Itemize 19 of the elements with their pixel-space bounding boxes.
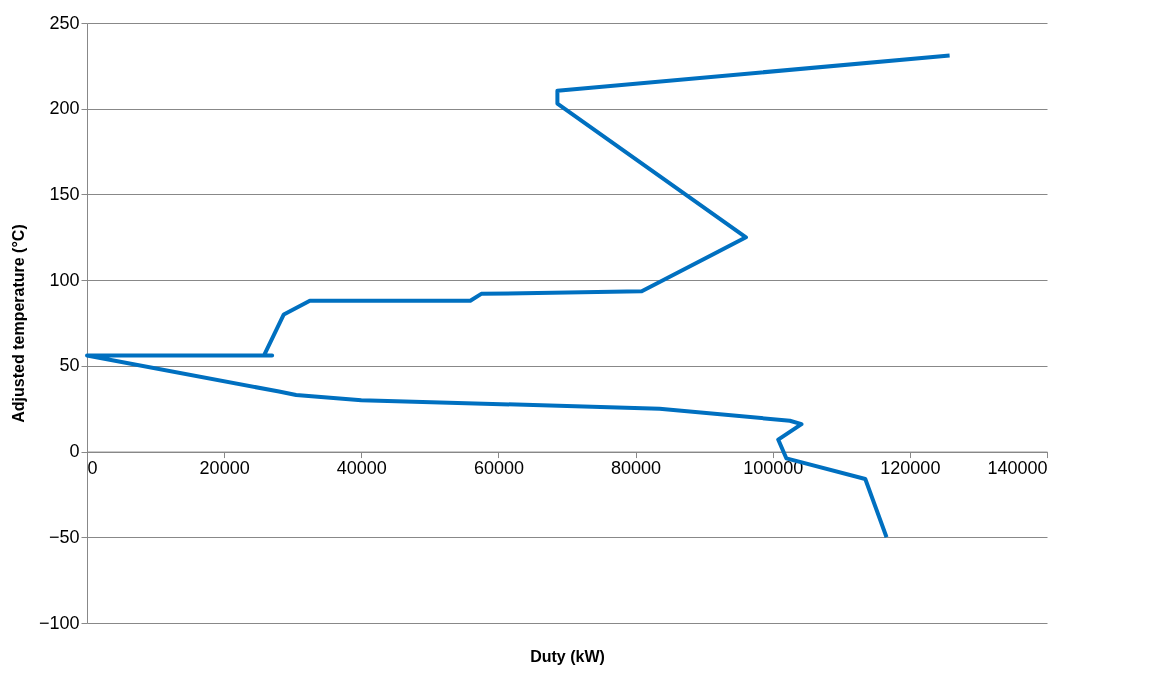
x-tick-label: 60000: [473, 458, 524, 479]
y-tick-label: 200: [49, 98, 80, 119]
y-tick-label: 250: [49, 12, 80, 33]
x-tick-label: 80000: [611, 458, 662, 479]
x-tick-label: 40000: [336, 458, 387, 479]
y-tick-label: −50: [48, 526, 80, 547]
x-tick-label: 140000: [987, 458, 1048, 479]
line-series: [85, 53, 952, 540]
y-tick-label: 100: [49, 269, 80, 290]
x-tick-label: 0: [87, 458, 98, 479]
y-tick-label: 0: [69, 441, 80, 462]
x-tick-label: 20000: [199, 458, 250, 479]
x-tick-label: 100000: [743, 458, 804, 479]
y-tick-label: −100: [38, 612, 80, 633]
y-axis-title: Adjusted temperature (°C): [9, 224, 27, 423]
x-tick-label: 120000: [880, 458, 941, 479]
x-axis-title: Duty (kW): [530, 647, 605, 665]
y-tick-label: 150: [49, 183, 80, 204]
y-tick-label: 50: [59, 355, 80, 376]
